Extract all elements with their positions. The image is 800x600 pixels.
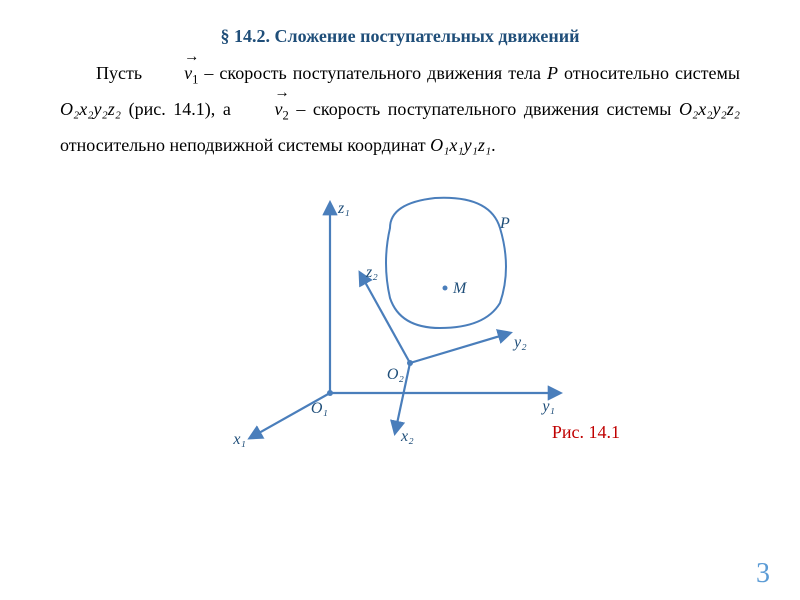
svg-text:P: P [499, 215, 510, 232]
system-2: O₂x₂y₂z₂ [60, 99, 121, 119]
text: (рис. 14.1), а [129, 99, 239, 119]
figure-svg: z₁ y₁ x₁ O₁ z₂ y₂ x₂ O₂ M P [200, 173, 600, 453]
svg-text:z₁: z₁ [337, 200, 350, 217]
vector-v2: v [238, 91, 282, 127]
text: относительно системы [564, 63, 740, 83]
text: . [491, 135, 496, 155]
system-1: O₁x₁y₁z₁ [430, 135, 491, 155]
svg-text:x₁: x₁ [232, 431, 246, 448]
svg-text:z₂: z₂ [365, 264, 378, 281]
svg-text:O₂: O₂ [387, 366, 405, 383]
text: относительно неподвижной системы координ… [60, 135, 430, 155]
svg-text:y₂: y₂ [512, 334, 527, 351]
vector-v1: v [148, 55, 192, 91]
page-number: 3 [756, 558, 770, 590]
svg-text:x₂: x₂ [400, 428, 414, 445]
system-2b: O₂x₂y₂z₂ [679, 99, 740, 119]
text: Пусть [96, 63, 148, 83]
svg-text:M: M [452, 280, 468, 297]
figure-caption: Рис. 14.1 [552, 422, 620, 443]
svg-text:y₁: y₁ [540, 398, 555, 415]
sub: 1 [192, 73, 198, 87]
symbol-P: P [547, 63, 558, 83]
body-paragraph: Пусть v1 – скорость поступательного движ… [60, 55, 740, 163]
sub: 2 [282, 109, 288, 123]
text: – скорость поступательного движения сист… [296, 99, 679, 119]
figure-14-1: z₁y₁x₁O₁z₂y₂x₂O₂MP Рис. 14.1 [200, 173, 600, 453]
svg-text:O₁: O₁ [311, 400, 328, 417]
